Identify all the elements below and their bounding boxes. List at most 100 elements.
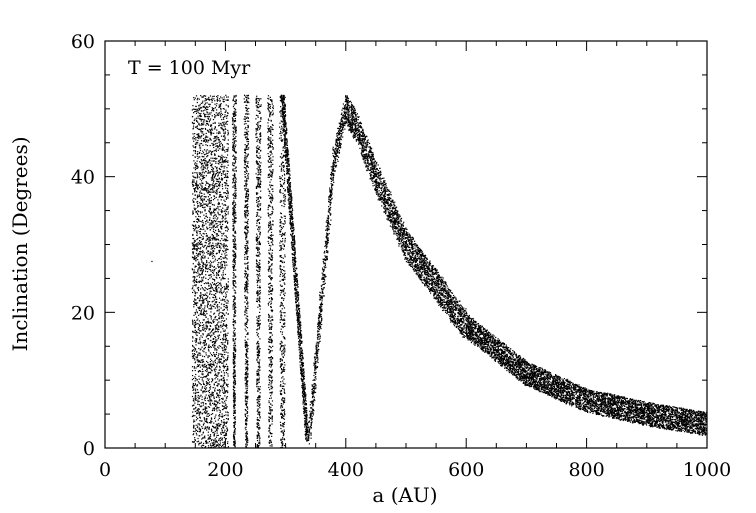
data-point [208,355,210,357]
data-point [193,247,195,249]
data-point [227,143,229,145]
data-point [200,188,202,190]
data-point [233,401,235,403]
data-point [212,122,214,124]
data-point [226,429,229,432]
data-point [234,245,236,247]
data-point [234,335,236,337]
data-point [212,272,215,274]
data-point [206,292,208,294]
data-point [221,145,224,147]
data-point [202,251,204,253]
data-point [213,343,216,345]
data-point [208,344,210,346]
data-point [223,257,225,260]
data-point [225,109,227,111]
data-point [208,150,210,152]
data-point [246,277,248,279]
data-point [201,119,203,121]
data-point [202,392,204,394]
data-point [219,155,221,158]
data-point [212,182,214,184]
data-point [224,235,226,237]
data-point [208,183,210,186]
data-point [194,191,196,193]
data-point [194,228,196,231]
data-point [212,191,214,193]
data-point [202,96,204,98]
data-point [232,352,235,355]
data-point [201,211,203,213]
data-point [257,345,259,347]
data-point [213,297,215,299]
data-point [191,366,194,368]
data-point [209,269,212,271]
data-point [197,403,199,405]
data-point [200,257,202,259]
data-point [220,108,222,110]
data-point [206,418,208,420]
data-point [199,364,201,366]
data-point [216,235,218,237]
data-point [211,168,213,171]
data-point [233,210,235,213]
data-point [213,435,215,437]
data-point [192,138,194,140]
data-point [222,135,225,137]
data-point [215,267,217,269]
data-point [235,144,237,146]
data-point [256,343,258,345]
data-point [214,116,216,119]
data-point [202,280,204,282]
data-point [213,136,216,138]
data-point [256,274,258,276]
data-point [221,274,223,276]
data-point [232,113,234,115]
data-point [257,324,259,326]
data-point [194,150,196,152]
data-point [217,155,220,157]
data-point [193,204,195,206]
data-point [216,324,218,326]
data-point [197,254,200,256]
data-point [233,380,235,382]
data-point [225,399,227,401]
data-point [234,387,236,389]
data-point [200,95,202,97]
data-point [196,384,199,386]
data-point [222,162,224,164]
data-point [209,213,212,215]
data-point [211,322,213,324]
data-point [193,392,195,394]
data-point [234,332,236,334]
data-point [232,280,234,282]
data-point [258,362,260,364]
data-point [259,196,261,198]
data-point [196,311,198,313]
data-point [203,224,205,227]
data-point [216,307,219,309]
data-point [258,209,260,211]
data-point [195,424,197,426]
data-point [221,218,223,220]
data-point [201,373,203,375]
data-point [233,344,235,346]
data-point [202,235,204,238]
data-point [218,167,220,170]
data-point [218,246,221,249]
data-point [247,110,249,113]
data-point [244,128,246,130]
data-point [226,368,228,370]
data-point [208,96,210,99]
data-point [193,331,195,333]
data-point [225,204,227,207]
data-point [205,215,207,218]
data-point [214,100,216,102]
data-point [244,322,246,325]
data-point [221,183,224,185]
data-point [259,243,261,245]
data-point [246,322,248,324]
data-point [214,136,216,138]
data-point [256,147,259,150]
data-point [197,430,199,432]
